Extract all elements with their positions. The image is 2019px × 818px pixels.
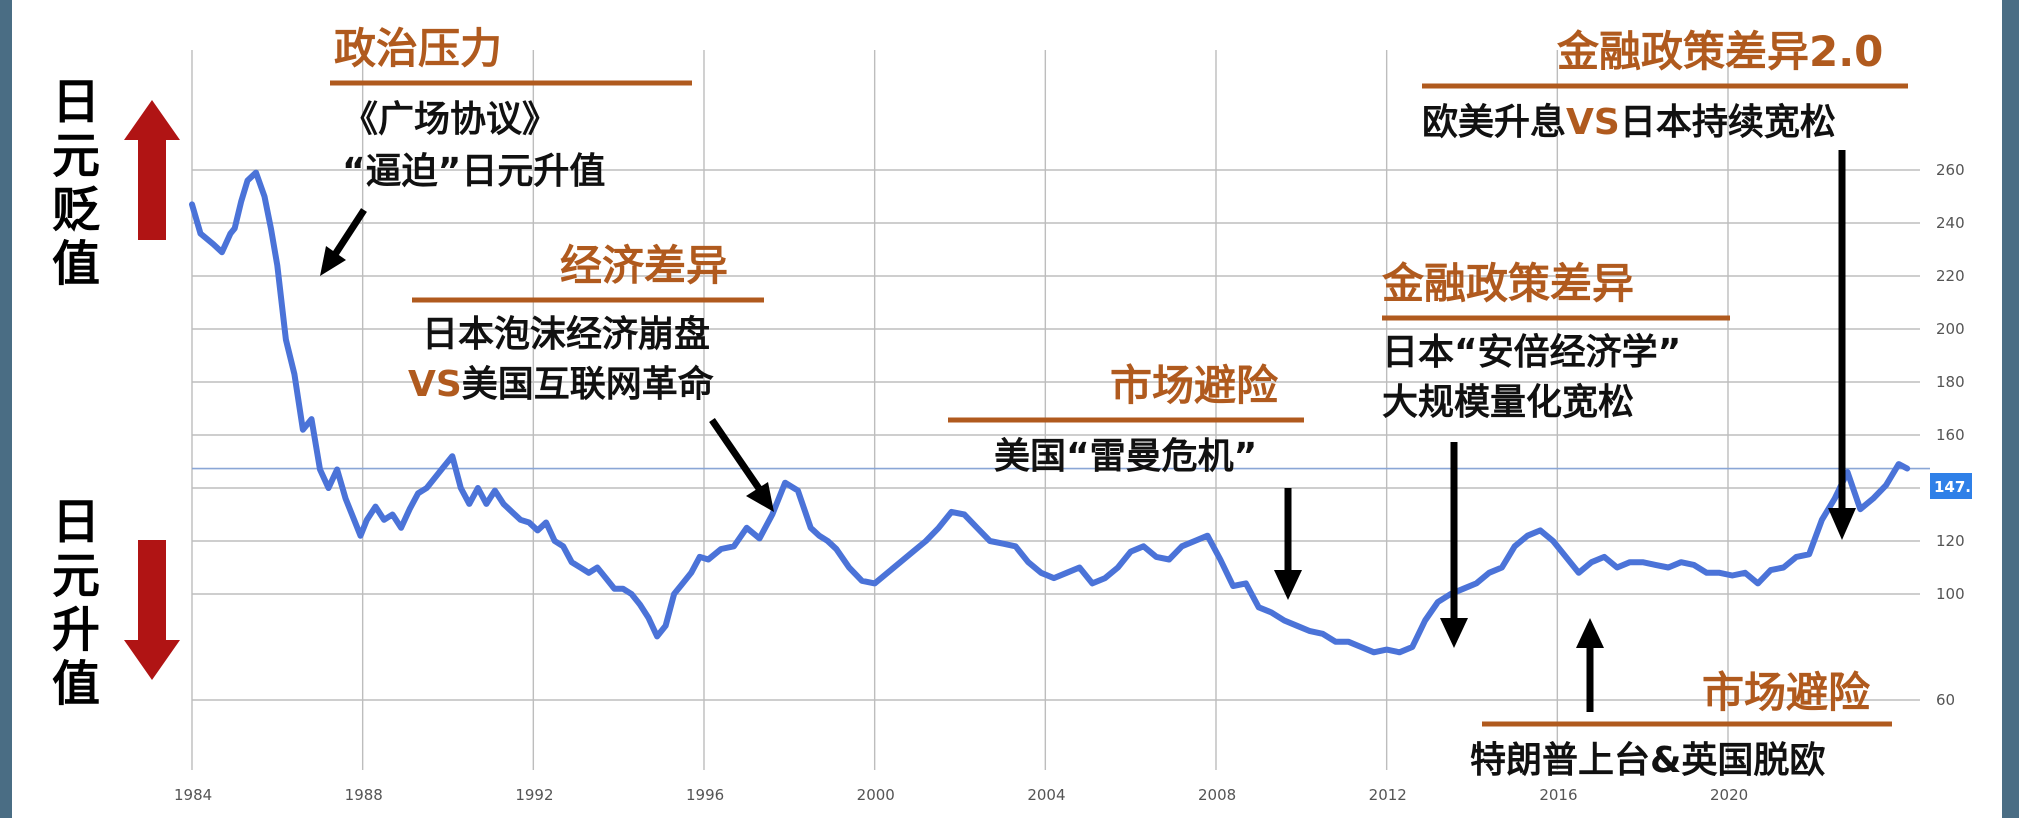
annotation-heading: 经济差异 [560,241,728,290]
annotation-line: 美国“雷曼危机” [994,436,1257,477]
callout-arrowhead-icon [1274,570,1302,600]
x-tick-label: 2020 [1710,786,1748,804]
side-label-char: 值 [52,236,100,292]
annotation-economic-gap: 经济差异 日本泡沫经济崩盘 VS美国互联网革命 [408,241,774,512]
side-label-char: 元 [52,128,100,184]
annotation-line: 欧美升息VS日本持续宽松 [1422,101,1836,143]
annotation-abenomics: 金融政策差异 日本“安倍经济学” 大规模量化宽松 [1381,259,1730,648]
annotation-trump-brexit: 市场避险 特朗普上台&英国脱欧 [1470,618,1892,781]
annotation-accent: VS [1566,102,1620,143]
annotation-text: 欧美升息 [1422,102,1566,143]
annotation-line: VS美国互联网革命 [408,363,714,405]
y-tick-label: 100 [1936,585,1965,603]
exchange-rate-chart: 2602402202001801601401201006019841988199… [52,24,1992,804]
annotation-line: 《广场协议》 [342,99,558,140]
y-tick-label: 180 [1936,373,1965,391]
annotation-text: 美国互联网革命 [462,363,714,405]
side-label-char: 升 [52,602,100,658]
x-tick-label: 2012 [1369,786,1407,804]
callout-arrowhead-icon [320,246,346,276]
price-line [189,169,1911,656]
callout-arrow-icon [709,418,763,492]
current-value-label: 147.34 [1934,478,1992,496]
x-tick-label: 2016 [1539,786,1577,804]
y-tick-label: 200 [1936,320,1965,338]
current-value-box [1930,473,1972,499]
x-tick-label: 2004 [1027,786,1065,804]
y-tick-label: 60 [1936,691,1955,709]
annotation-heading: 市场避险 [1702,668,1871,717]
annotation-line: 日本“安倍经济学” [1382,331,1681,373]
annotation-line: 大规模量化宽松 [1382,381,1634,423]
annotation-policy-divergence-2: 金融政策差异2.0 欧美升息VS日本持续宽松 [1422,27,1908,540]
x-tick-label: 1988 [345,786,383,804]
x-tick-label: 1996 [686,786,724,804]
side-label-appreciation: 日 元 升 值 [52,494,180,712]
callout-arrowhead-icon [746,482,774,512]
side-label-char: 元 [52,548,100,604]
annotation-lehman-crisis: 市场避险 美国“雷曼危机” [948,361,1304,600]
x-tick-label: 2008 [1198,786,1236,804]
side-label-char: 日 [52,74,100,130]
annotation-line: “逼迫”日元升值 [342,151,605,192]
current-value-tag: 147.34 [1930,473,1992,499]
annotation-plaza-accord: 政治压力 《广场协议》 “逼迫”日元升值 [320,24,692,276]
y-tick-label: 240 [1936,214,1965,232]
callout-arrow-icon [331,208,367,258]
x-tick-label: 2000 [857,786,895,804]
chart-panel: 2602402202001801601401201006019841988199… [12,0,2002,818]
y-tick-label: 220 [1936,267,1965,285]
annotation-line: 日本泡沫经济崩盘 [422,313,710,355]
y-tick-label: 260 [1936,161,1965,179]
annotation-text: 日本持续宽松 [1620,101,1836,143]
callout-arrowhead-icon [1576,618,1604,648]
y-tick-label: 120 [1936,532,1965,550]
annotation-heading: 政治压力 [334,24,502,73]
side-label-depreciation: 日 元 贬 值 [52,74,180,292]
side-label-char: 值 [52,656,100,712]
annotation-heading: 金融政策差异 [1381,259,1634,308]
callout-arrowhead-icon [1828,508,1856,540]
callout-arrowhead-icon [1440,618,1468,648]
x-tick-label: 1992 [515,786,553,804]
down-arrow-icon [124,540,180,680]
y-tick-label: 160 [1936,426,1965,444]
side-label-char: 日 [52,494,100,550]
annotation-accent: VS [408,364,462,405]
x-tick-label: 1984 [174,786,212,804]
up-arrow-icon [124,100,180,240]
annotation-heading: 金融政策差异2.0 [1556,27,1883,76]
annotation-line: 特朗普上台&英国脱欧 [1470,740,1825,781]
grid-layer: 2602402202001801601401201006019841988199… [174,50,1965,804]
side-label-char: 贬 [52,182,100,238]
annotation-heading: 市场避险 [1110,361,1279,410]
